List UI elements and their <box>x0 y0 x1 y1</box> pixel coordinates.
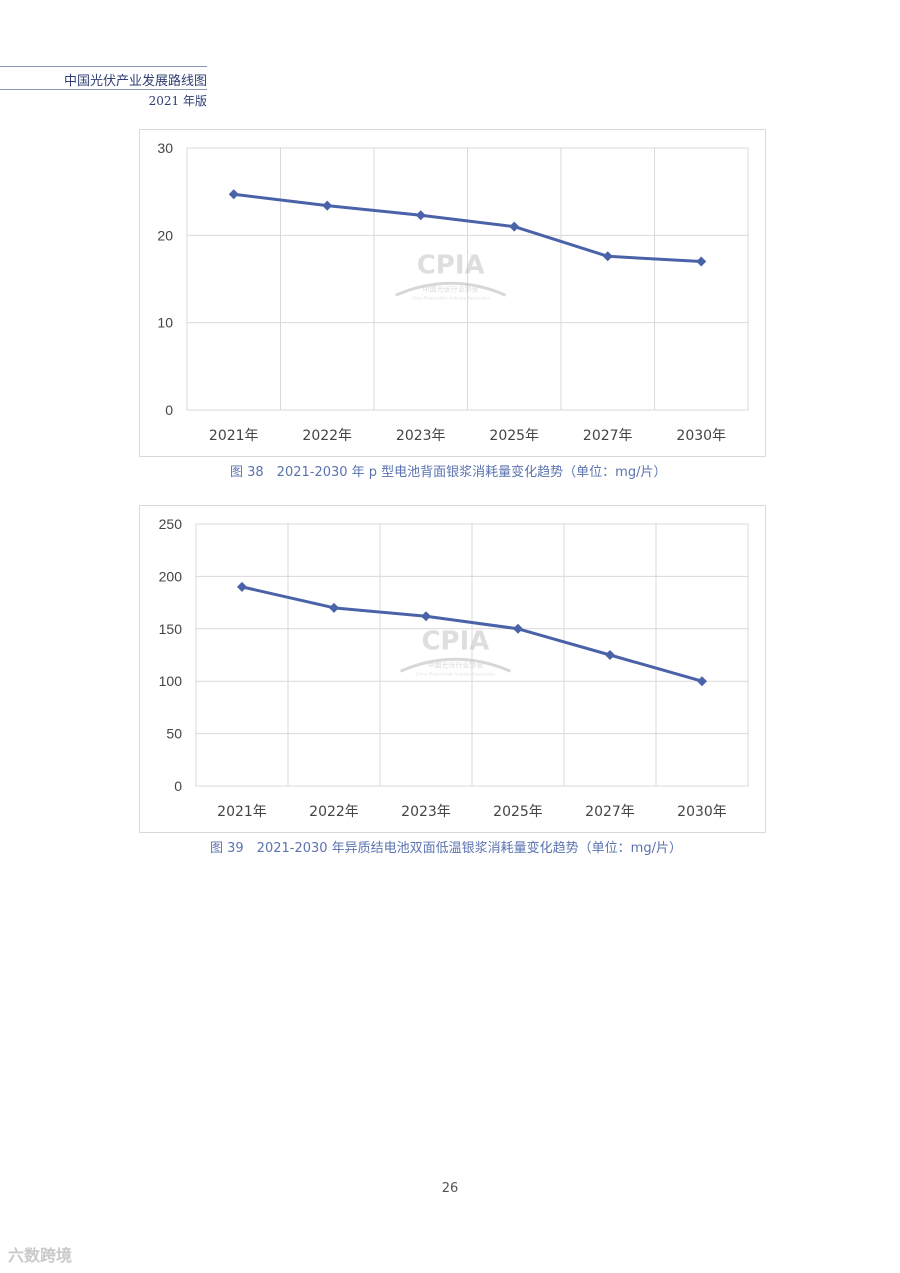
chart-1-svg: 0 10 20 30 2021年 2022年 2023年 2025年 2027年 2030年 CPI… <box>157 140 749 444</box>
header-rule-bottom <box>0 89 207 90</box>
data-point <box>509 221 520 232</box>
y-tick-label: 0 <box>174 778 182 794</box>
x-tick-label: 2022年 <box>309 804 359 820</box>
watermark-arc <box>399 657 512 673</box>
data-point <box>322 200 333 211</box>
watermark-cn-text: 中国光伏行业协会 <box>423 284 479 293</box>
x-tick-label: 2021年 <box>209 428 259 444</box>
watermark-en-text: China Photovoltaic Industry Association <box>416 671 496 676</box>
header-rule-top <box>0 66 207 67</box>
data-point <box>421 611 431 622</box>
series-line <box>233 192 702 264</box>
chart-hjt-silver-paste: 0 50 100 150 200 250 2021年 2022年 2023年 2025年 2027年… <box>139 505 766 833</box>
series-line <box>241 585 703 683</box>
y-tick-label: 30 <box>157 140 173 156</box>
report-edition: 2021 年版 <box>148 94 207 108</box>
x-tick-label: 2025年 <box>493 804 543 820</box>
y-tick-label: 20 <box>157 227 173 243</box>
chart-1-caption: 图 38 2021-2030 年 p 型电池背面银浆消耗量变化趋势（单位：mg/… <box>230 465 667 480</box>
x-tick-label: 2027年 <box>583 428 633 444</box>
y-tick-label: 200 <box>159 568 183 584</box>
page-number: 26 <box>441 1181 459 1196</box>
x-tick-label: 2030年 <box>677 804 727 820</box>
y-tick-label: 150 <box>159 621 183 637</box>
x-tick-label: 2021年 <box>217 804 267 820</box>
watermark-arc <box>395 281 507 297</box>
x-tick-label: 2027年 <box>585 804 635 820</box>
data-point <box>696 256 707 267</box>
chart-2-svg: 0 50 100 150 200 250 2021年 2022年 2023年 2025年 2027年… <box>159 516 749 820</box>
chart-p-type-silver-paste: 0 10 20 30 2021年 2022年 2023年 2025年 2027年 2030年 CPI… <box>139 129 766 457</box>
report-title: 中国光伏产业发展路线图 <box>63 74 207 89</box>
watermark-en-text: China Photovoltaic Industry Association <box>411 295 491 300</box>
data-point <box>228 189 239 200</box>
x-tick-label: 2030年 <box>676 428 726 444</box>
watermark-logo-text: CPIA <box>421 626 489 656</box>
y-tick-label: 10 <box>157 315 173 331</box>
data-point <box>605 650 615 660</box>
cpia-watermark: CPIA 中国光伏行业协会 China Photovoltaic Industry … <box>399 626 512 676</box>
watermark-logo-text: CPIA <box>417 250 485 280</box>
x-tick-label: 2023年 <box>396 428 446 444</box>
y-tick-label: 100 <box>159 673 183 689</box>
y-tick-label: 250 <box>159 516 183 532</box>
y-tick-label: 50 <box>166 726 182 742</box>
data-point <box>513 623 523 634</box>
data-point <box>237 581 247 592</box>
corner-logo-text: 六数跨境 <box>8 1246 73 1265</box>
watermark-cn-text: 中国光伏行业协会 <box>427 660 483 669</box>
data-point <box>415 210 426 221</box>
cpia-watermark: CPIA 中国光伏行业协会 China Photovoltaic Industry … <box>395 250 507 300</box>
data-point <box>602 251 613 262</box>
x-tick-label: 2023年 <box>401 804 451 820</box>
data-point <box>697 676 707 687</box>
data-point <box>329 602 339 613</box>
y-tick-label: 0 <box>165 402 173 418</box>
chart-2-caption: 图 39 2021-2030 年异质结电池双面低温银浆消耗量变化趋势（单位：mg… <box>210 841 682 856</box>
x-tick-label: 2022年 <box>302 428 352 444</box>
corner-brand-logo: 六数跨境 <box>8 1242 72 1266</box>
x-tick-label: 2025年 <box>489 428 539 444</box>
